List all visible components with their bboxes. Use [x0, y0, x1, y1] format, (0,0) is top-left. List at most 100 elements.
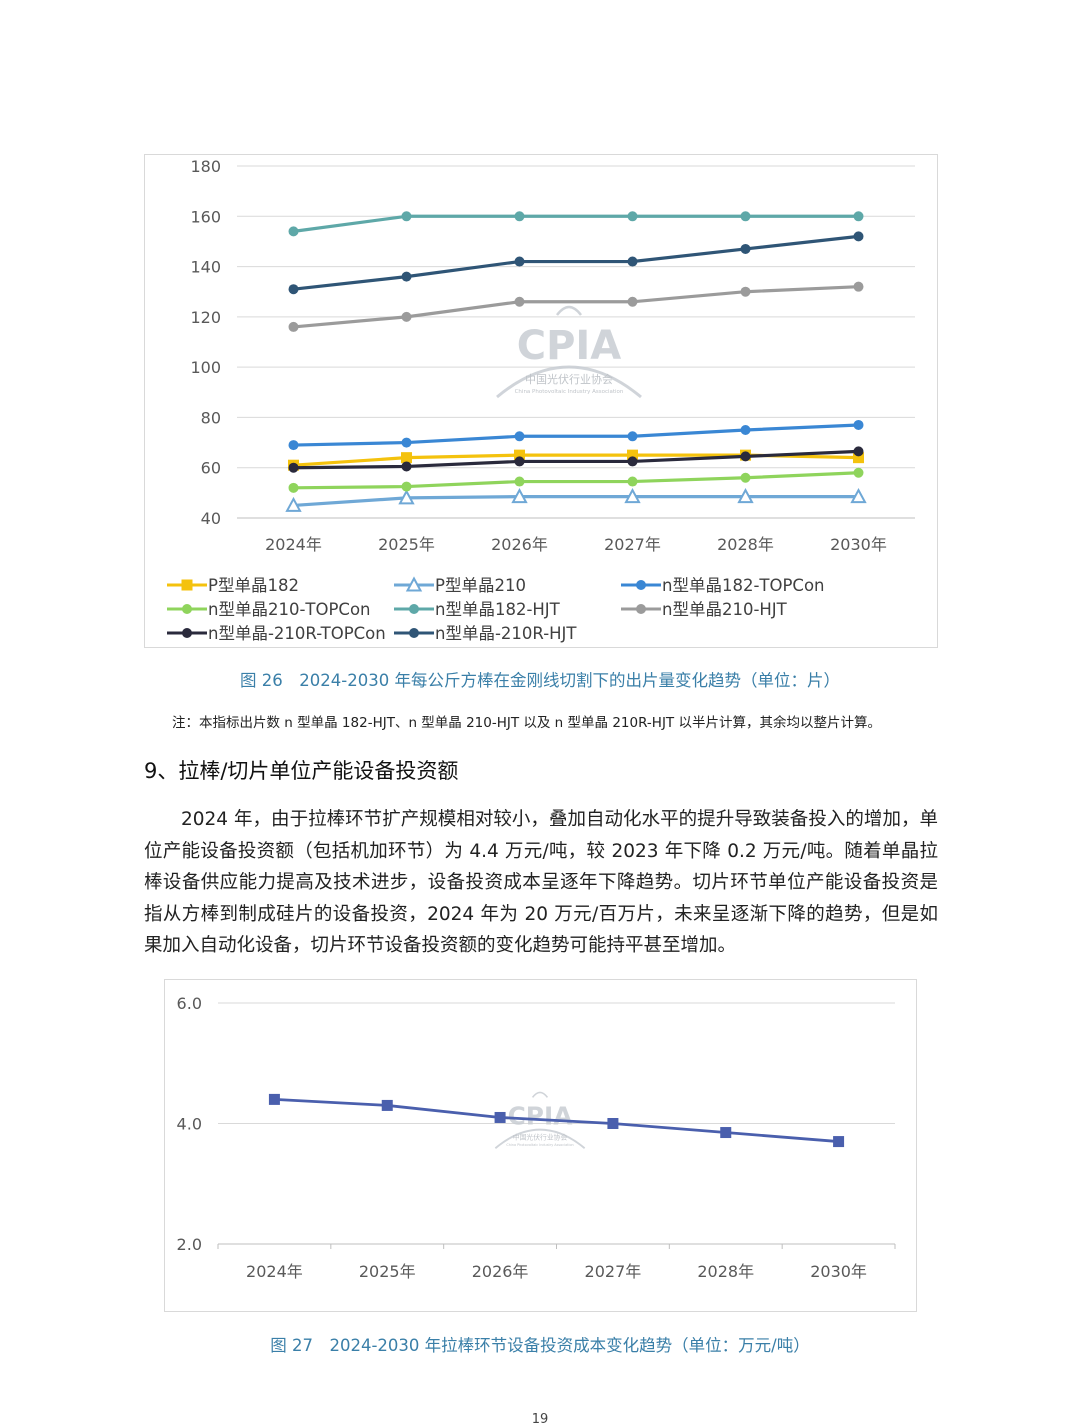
data-point [607, 1118, 619, 1129]
data-point [401, 461, 412, 472]
data-point [401, 437, 412, 448]
legend-item: n型单晶-210R-TOPCon [167, 624, 386, 643]
data-point [514, 211, 525, 222]
legend-marker [636, 580, 646, 590]
series-line [293, 495, 859, 508]
figure-26-svg: 40 60 80 100 120 140 160 180 2024年 2025年 2026年 2027… [167, 157, 915, 643]
data-point [401, 271, 412, 282]
series-1 [268, 1093, 845, 1148]
series-line [293, 471, 859, 490]
legend-label: n型单晶182-HJT [435, 600, 561, 619]
data-point [853, 419, 864, 430]
x-tick-label: 2028年 [717, 535, 774, 554]
data-point [627, 211, 638, 222]
series-line [293, 423, 859, 447]
series-4 [288, 467, 864, 493]
legend-item: P型单晶210 [394, 576, 526, 595]
data-point [401, 311, 412, 322]
data-point [288, 462, 299, 473]
body-paragraph: 2024 年，由于拉棒环节扩产规模相对较小，叠加自动化水平的提升导致装备投入的增… [144, 809, 938, 956]
series-6 [288, 281, 864, 332]
series-2 [285, 488, 867, 512]
watermark-logo: CPIA 中国光伏行业协会 China Photovoltaic Industry … [496, 305, 642, 399]
x-tick-label: 2024年 [246, 1262, 303, 1281]
legend-label: P型单晶210 [435, 576, 526, 595]
y-tick-label: 100 [190, 358, 221, 377]
data-point [853, 281, 864, 292]
legend-item: n型单晶210-HJT [621, 600, 788, 619]
watermark-name: 中国光伏行业协会 [513, 1133, 568, 1142]
legend-marker [182, 628, 192, 638]
y-tick-label: 60 [201, 459, 221, 478]
y-tick-label: 6.0 [177, 994, 202, 1013]
data-point [514, 449, 525, 461]
y-tick-label: 40 [201, 509, 221, 528]
data-point [853, 446, 864, 457]
legend-label: n型单晶210-HJT [662, 600, 788, 619]
legend-item: P型单晶182 [167, 576, 299, 595]
legend-label: n型单晶210-TOPCon [208, 600, 371, 619]
data-point [288, 284, 299, 295]
data-point [627, 256, 638, 267]
figure-27-caption: 图 27 2024-2030 年拉棒环节设备投资成本变化趋势（单位：万元/吨） [270, 1336, 810, 1355]
data-point [627, 456, 638, 467]
y-tick-label: 140 [190, 258, 221, 277]
data-point [627, 431, 638, 442]
x-tick-label: 2027年 [585, 1262, 642, 1281]
watermark-english: China Photovoltaic Industry Association [515, 389, 624, 395]
legend-marker [409, 604, 419, 614]
legend-marker [636, 604, 646, 614]
data-point [627, 476, 638, 487]
data-point [514, 431, 525, 442]
data-point [285, 496, 302, 512]
watermark-arc [496, 365, 642, 399]
x-tick-label: 2025年 [378, 535, 435, 554]
gridlines [217, 1002, 896, 1249]
x-tick-label: 2028年 [697, 1262, 754, 1281]
legend-label: P型单晶182 [208, 576, 299, 595]
x-tick-label: 2030年 [830, 535, 887, 554]
legend-item: n型单晶182-HJT [394, 600, 561, 619]
y-tick-label: 180 [190, 157, 221, 176]
watermark-name: 中国光伏行业协会 [525, 372, 613, 386]
watermark-sun [556, 305, 582, 316]
series-line [293, 285, 859, 329]
series-line [293, 234, 859, 291]
legend-marker [182, 604, 192, 614]
series-7 [288, 446, 864, 473]
data-point [401, 481, 412, 492]
figure-27-chart: 2.0 4.0 6.0 2024年 2025年 2026年 2027年 2028年 2030年 C… [164, 979, 917, 1312]
watermark-english: China Photovoltaic Industry Association [506, 1143, 573, 1147]
watermark-arc [494, 1128, 586, 1149]
data-point [514, 296, 525, 307]
data-point [740, 243, 751, 254]
figure-26-note: 注：本指标出片数 n 型单晶 182-HJT、n 型单晶 210-HJT 以及 … [172, 715, 881, 731]
data-point [511, 488, 528, 504]
series-5 [288, 211, 864, 237]
data-point [853, 452, 864, 464]
data-point [740, 425, 751, 435]
figure-26-caption: 图 26 2024-2030 年每公斤方棒在金刚线切割下的出片量变化趋势（单位：… [240, 671, 840, 690]
watermark-text: CPIA [517, 323, 622, 369]
legend-item: n型单晶182-TOPCon [621, 576, 825, 595]
data-point [288, 482, 299, 493]
legend-label: n型单晶-210R-TOPCon [208, 624, 386, 643]
data-point [740, 451, 751, 462]
watermark-sun [531, 1091, 549, 1098]
x-tick-label: 2030年 [810, 1262, 867, 1281]
data-point [853, 467, 864, 478]
data-point [740, 472, 751, 483]
series-line [274, 1098, 839, 1143]
data-point [401, 452, 412, 464]
data-point [514, 256, 525, 267]
x-tick-label: 2026年 [472, 1262, 529, 1281]
data-point [494, 1111, 506, 1123]
data-point [850, 488, 867, 504]
data-point [514, 456, 525, 467]
data-point [720, 1127, 732, 1139]
x-tick-label: 2026年 [491, 535, 548, 554]
figure-26-chart: 40 60 80 100 120 140 160 180 2024年 2025年 2026年 2027… [144, 154, 938, 648]
data-point [268, 1093, 280, 1105]
series-line [293, 214, 859, 233]
